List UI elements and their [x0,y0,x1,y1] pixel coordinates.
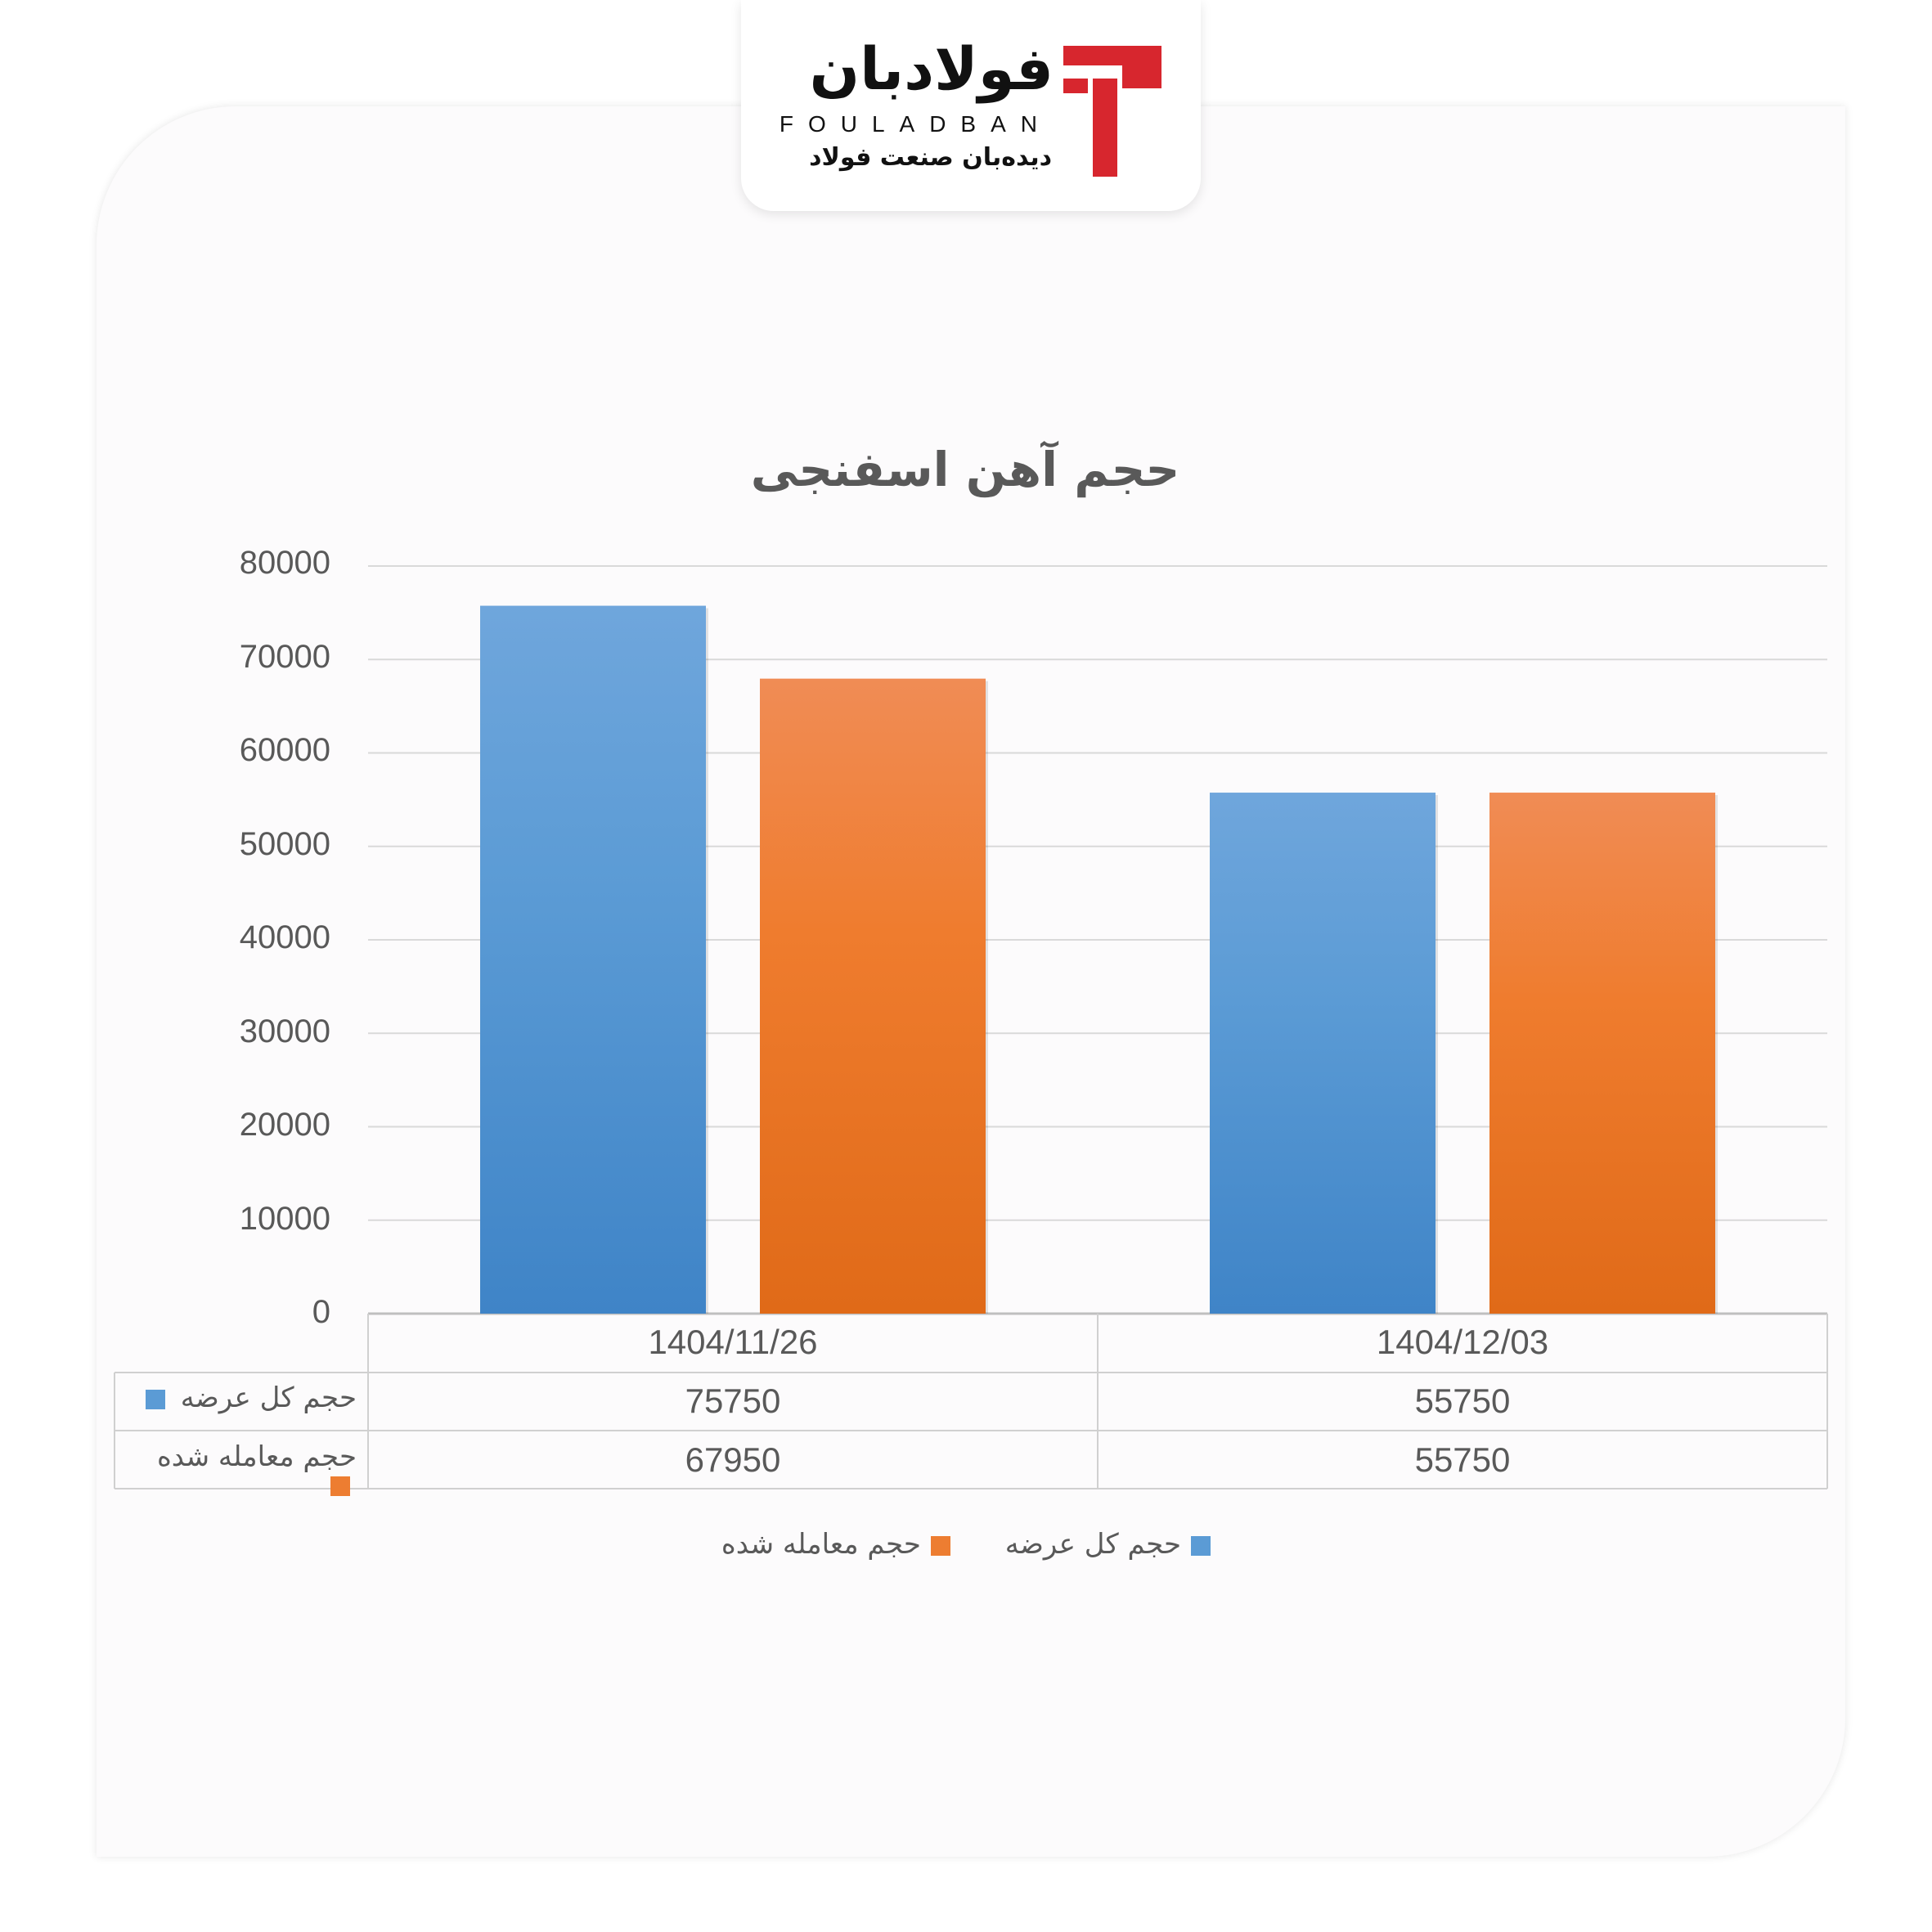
legend-label: حجم معامله شده [721,1528,921,1561]
series-name: حجم معامله شده [156,1440,357,1473]
bar-traded-volume [760,678,986,1314]
y-tick-label: 10000 [239,1201,330,1237]
y-tick-label: 0 [312,1294,330,1330]
legend-item: حجم کل عرضه [1005,1528,1211,1561]
chart-title: حجم آهن اسفنجی [750,442,1180,497]
table-cell-value: 55750 [1414,1382,1511,1420]
y-tick-label: 50000 [239,826,330,862]
y-tick-label: 30000 [239,1013,330,1049]
y-tick-label: 80000 [239,545,330,581]
y-tick-label: 60000 [239,732,330,768]
brand-mark-icon [1063,46,1161,177]
legend-label: حجم کل عرضه [1004,1528,1182,1561]
series-name: حجم کل عرضه [180,1382,357,1414]
table-category-header: 1404/12/03 [1376,1323,1549,1361]
brand-name-fa: فولادبان [809,34,1054,103]
table-cell-value: 67950 [685,1440,781,1479]
brand-name-en: FOULADBAN [779,111,1052,137]
table-row-label: حجم معامله شده [123,1443,357,1498]
legend-swatch [930,1535,950,1556]
chart-legend: حجم کل عرضه حجم معامله شده [0,1528,1932,1561]
bar-total-supply [480,605,706,1314]
y-tick-label: 40000 [239,919,330,955]
table-category-header: 1404/11/26 [648,1323,818,1361]
table-row-label: حجم کل عرضه [123,1384,357,1412]
series-swatch [330,1476,350,1496]
legend-swatch [1191,1535,1211,1556]
bar-total-supply [1210,793,1436,1314]
y-tick-label: 70000 [239,639,330,675]
series-swatch [145,1389,165,1409]
brand-logo-box: فولادبان FOULADBAN دیده‌بان صنعت فولاد [741,0,1201,211]
brand-tagline: دیده‌بان صنعت فولاد [809,143,1052,172]
y-tick-label: 20000 [239,1107,330,1143]
bar-traded-volume [1489,793,1715,1314]
legend-item: حجم معامله شده [721,1528,950,1561]
table-cell-value: 75750 [685,1382,781,1420]
table-cell-value: 55750 [1414,1440,1511,1479]
